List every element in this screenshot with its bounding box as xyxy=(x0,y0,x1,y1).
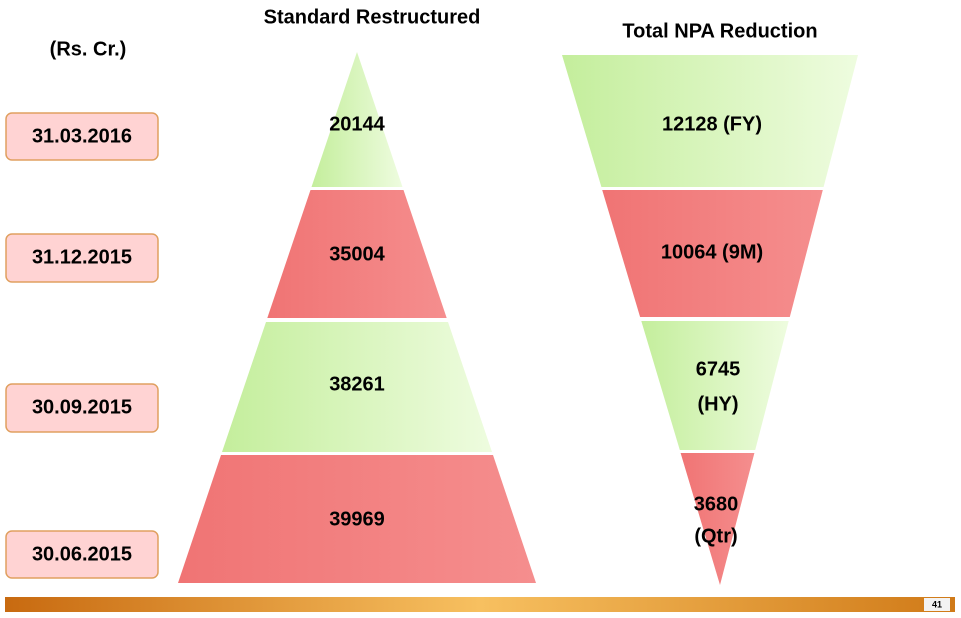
level xyxy=(680,453,755,585)
level xyxy=(562,55,858,187)
level xyxy=(178,455,536,583)
level xyxy=(602,190,823,317)
level-value: (HY) xyxy=(697,393,738,415)
level-value: 10064 (9M) xyxy=(661,241,763,263)
level xyxy=(267,190,447,318)
level-value: 35004 xyxy=(329,243,385,265)
date: 30.09.2015 xyxy=(32,396,132,418)
level-value: 39969 xyxy=(329,508,385,530)
pyramid: 20144 35004 38261 39969 xyxy=(178,52,536,583)
title: Standard Restructured xyxy=(264,6,481,28)
level xyxy=(641,321,789,450)
unit: (Rs. Cr.) xyxy=(50,38,127,60)
level-value: 20144 xyxy=(329,113,385,135)
date-box xyxy=(5,530,159,579)
level-value: 3680 xyxy=(694,493,739,515)
date-box xyxy=(5,112,159,161)
footer-bar xyxy=(5,597,955,612)
date: 31.12.2015 xyxy=(32,246,132,268)
level-value: 6745 xyxy=(696,358,741,380)
page-number-box xyxy=(924,598,950,611)
date-box xyxy=(5,383,159,433)
level-value: (Qtr) xyxy=(694,525,737,547)
date-boxes: 31.03.2016 31.12.2015 30.09.2015 30.06.2… xyxy=(5,112,159,579)
date: 31.03.2016 xyxy=(32,125,132,147)
level xyxy=(222,322,492,452)
level xyxy=(311,52,403,187)
inverted-pyramid: 12128 (FY) 10064 (9M) 6745 (HY) 3680 (Qt… xyxy=(562,55,858,585)
level-value: 38261 xyxy=(329,373,385,395)
page-number: 41 xyxy=(932,599,942,609)
level-value: 12128 (FY) xyxy=(662,113,762,135)
title: Total NPA Reduction xyxy=(622,20,817,42)
date-box xyxy=(5,233,159,283)
date: 30.06.2015 xyxy=(32,543,132,565)
